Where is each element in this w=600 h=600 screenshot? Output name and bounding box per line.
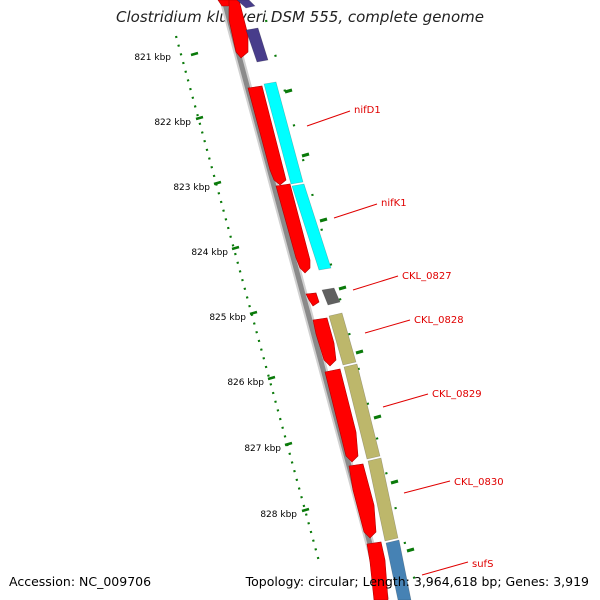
feature-bar-nifD1[interactable] <box>263 81 304 185</box>
tick-label: 823 kbp <box>173 183 210 193</box>
gene-labels: nifD1 nifK1 CKL_0827 CKL_0828 CKL_0829 C… <box>354 105 504 570</box>
tick-label: 828 kbp <box>260 510 297 520</box>
cds-arrow[interactable] <box>305 292 320 307</box>
cds-arrow[interactable] <box>348 463 377 539</box>
cds-arrow[interactable] <box>324 368 359 463</box>
gene-label-nifD1[interactable]: nifD1 <box>354 105 381 116</box>
tick-mark <box>195 115 204 121</box>
gene-label-CKL_0827[interactable]: CKL_0827 <box>402 271 452 282</box>
label-leaders <box>306 110 469 576</box>
tick-label: 826 kbp <box>227 378 264 388</box>
feature-bar-CKL_0828[interactable] <box>328 312 357 366</box>
feature-bar-nifK1[interactable] <box>291 183 332 271</box>
tick-mark <box>301 507 310 513</box>
cds-arrow[interactable] <box>366 541 389 600</box>
tick-label: 827 kbp <box>244 444 281 454</box>
feature-track <box>236 0 412 600</box>
feature-bar-upstream[interactable] <box>236 0 256 9</box>
feature-tick-marks <box>284 88 415 553</box>
tick-mark <box>249 310 258 316</box>
tick-label: 821 kbp <box>134 53 171 63</box>
tick-label: 822 kbp <box>154 118 191 128</box>
tick-mark <box>213 180 222 186</box>
tick-label: 825 kbp <box>209 313 246 323</box>
scale-track <box>174 35 322 566</box>
tick-label: 824 kbp <box>191 248 228 258</box>
feature-bar-upstream[interactable] <box>245 27 269 63</box>
tick-mark <box>190 51 199 57</box>
genome-summary-text: Topology: circular; Length: 3,964,618 bp… <box>245 574 589 589</box>
cds-arrow[interactable] <box>247 85 287 186</box>
gene-label-CKL_0830[interactable]: CKL_0830 <box>454 477 504 488</box>
gene-label-nifK1[interactable]: nifK1 <box>381 198 407 209</box>
map-title: Clostridium kluyveri DSM 555, complete g… <box>116 8 484 26</box>
feature-bar-sufS[interactable] <box>385 539 412 600</box>
cds-arrow[interactable] <box>228 0 249 59</box>
gene-label-CKL_0829[interactable]: CKL_0829 <box>432 389 482 400</box>
gene-label-CKL_0828[interactable]: CKL_0828 <box>414 315 464 326</box>
cds-arrow[interactable] <box>312 317 337 367</box>
feature-bar-CKL_0830[interactable] <box>367 457 399 542</box>
feature-bar-CKL_0827[interactable] <box>321 287 341 306</box>
gene-label-sufS[interactable]: sufS <box>472 559 493 570</box>
tick-mark <box>231 245 240 251</box>
accession-text: Accession: NC_009706 <box>9 574 152 589</box>
cds-track <box>217 0 389 600</box>
feature-bar-CKL_0829[interactable] <box>343 363 381 460</box>
cds-arrow[interactable] <box>275 183 311 274</box>
tick-mark <box>267 375 276 381</box>
tick-mark <box>284 441 293 447</box>
scale-ticks: 821 kbp 822 kbp 823 kbp 824 kbp 825 kbp … <box>134 51 310 520</box>
